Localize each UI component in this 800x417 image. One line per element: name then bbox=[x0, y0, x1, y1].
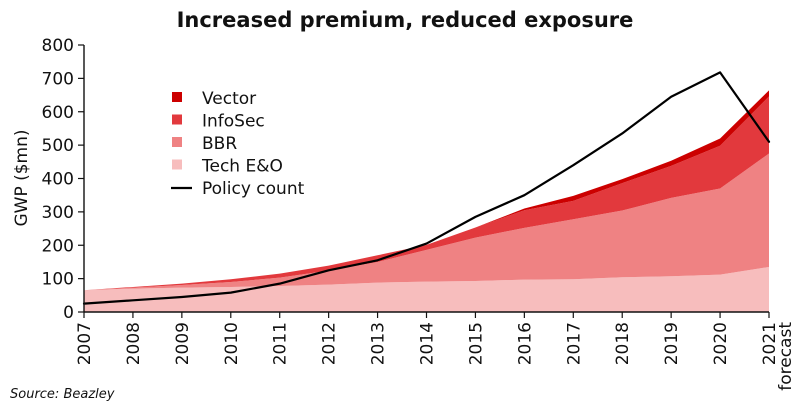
x-tick-label: 2009 bbox=[173, 322, 193, 365]
chart-title: Increased premium, reduced exposure bbox=[177, 8, 634, 32]
policy-count-line-group bbox=[82, 71, 771, 305]
legend-label-vector: Vector bbox=[202, 89, 256, 109]
x-tick-label: 2007 bbox=[75, 322, 95, 365]
y-tick-label: 300 bbox=[42, 203, 74, 223]
y-tick-label: 800 bbox=[42, 36, 74, 56]
y-tick-label: 100 bbox=[42, 270, 74, 290]
legend-label-infosec: InfoSec bbox=[202, 112, 265, 132]
x-tick-label: 2020 bbox=[711, 322, 731, 365]
x-tick-label: 2008 bbox=[124, 322, 144, 365]
x-tick-label: 2017 bbox=[564, 322, 584, 365]
legend-swatch-infosec bbox=[172, 114, 182, 125]
x-tick-label: 2010 bbox=[222, 322, 242, 365]
area-series-tech-e-o bbox=[84, 266, 769, 312]
x-tick-label: 2015 bbox=[466, 322, 486, 365]
x-tick-label: 2016 bbox=[515, 322, 535, 365]
x-tick-label: 2011 bbox=[271, 322, 291, 365]
y-tick-label: 500 bbox=[42, 136, 74, 156]
x-tick-label: 2013 bbox=[369, 322, 389, 365]
x-tick-label: 2021 bbox=[760, 322, 780, 365]
legend-label-bbr: BBR bbox=[202, 134, 237, 154]
x-tick-label: 2019 bbox=[662, 322, 682, 365]
legend-swatch-tech-e-o bbox=[172, 159, 182, 170]
y-tick-label: 400 bbox=[42, 170, 74, 190]
y-tick-label: 200 bbox=[42, 236, 74, 256]
legend-swatch-vector bbox=[172, 92, 182, 102]
legend-label-policy-count: Policy count bbox=[202, 179, 305, 199]
stacked-area-group bbox=[84, 90, 769, 312]
policy-count-line bbox=[82, 71, 771, 305]
y-tick-label: 600 bbox=[42, 103, 74, 123]
axes-group: 0 100 200 300 400 500 600 700 800 2007 2008 2009 201… bbox=[42, 36, 796, 391]
x-tick-label: forecast bbox=[776, 322, 796, 391]
x-tick-label: 2018 bbox=[613, 322, 633, 365]
y-axis-label: GWP ($mn) bbox=[12, 129, 32, 226]
y-tick-label: 700 bbox=[42, 69, 74, 89]
y-tick-label: 0 bbox=[63, 303, 74, 323]
area-series-bbr bbox=[84, 153, 769, 291]
legend-label-tech-e-o: Tech E&O bbox=[201, 157, 283, 177]
x-tick-label: 2014 bbox=[418, 322, 438, 365]
area-series-infosec bbox=[84, 96, 769, 291]
legend-swatch-bbr bbox=[172, 137, 182, 147]
source-note: Source: Beazley bbox=[10, 387, 115, 402]
x-tick-label: 2012 bbox=[320, 322, 340, 365]
